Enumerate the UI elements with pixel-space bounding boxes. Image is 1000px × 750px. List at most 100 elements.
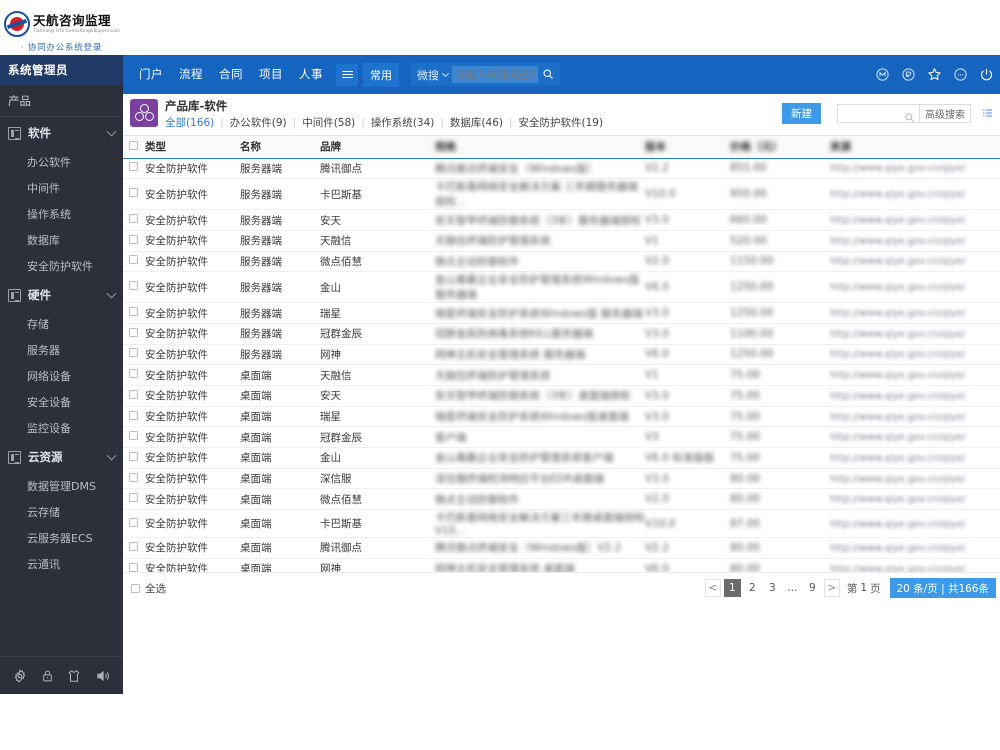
table-row[interactable]: 安全防护软件 桌面端 深信服 深信服终端检测响应平台EDR桌面端 V3.0 80.00 ht… — [123, 468, 1000, 490]
table-row[interactable]: 安全防护软件 服务器端 腾讯御点 腾讯御点终端安全（Windows版） V2.2 855.… — [123, 158, 1000, 180]
chevron-down-icon[interactable] — [106, 288, 117, 299]
sidebar-item-ecs[interactable]: 云服务器ECS — [27, 532, 93, 545]
row-checkbox[interactable] — [129, 255, 138, 265]
sidebar-item-storage[interactable]: 存储 — [27, 318, 49, 331]
sidebar-item-os[interactable]: 操作系统 — [27, 208, 71, 221]
emoji-icon[interactable] — [953, 67, 968, 82]
chevron-down-icon[interactable] — [106, 126, 117, 137]
sidebar-item-dms[interactable]: 数据管理DMS — [27, 480, 96, 493]
chevron-down-icon[interactable] — [441, 69, 450, 78]
page-button-1[interactable]: 1 — [723, 579, 741, 597]
global-search-box[interactable]: 微搜 — [411, 63, 560, 86]
table-row[interactable]: 安全防护软件 服务器端 金山 金山毒霸企业安全防护管理系统Windows版服务器端 V6… — [123, 271, 1000, 304]
row-checkbox[interactable] — [129, 389, 138, 399]
sidebar-item-network-device[interactable]: 网络设备 — [27, 370, 71, 383]
search-scope-label[interactable]: 微搜 — [417, 68, 439, 82]
oa-login-link[interactable]: · 协同办公系统登录 — [0, 41, 123, 55]
row-checkbox[interactable] — [129, 493, 138, 503]
tab-database[interactable]: 数据库(46) — [449, 117, 503, 129]
row-checkbox[interactable] — [129, 431, 138, 441]
tab-operating-system[interactable]: 操作系统(34) — [370, 117, 435, 129]
sidebar-item-middleware[interactable]: 中间件 — [27, 182, 60, 195]
sound-icon[interactable] — [95, 669, 110, 683]
row-checkbox[interactable] — [129, 281, 138, 291]
search-icon[interactable] — [904, 108, 915, 127]
column-header-spec[interactable]: 规格 — [435, 136, 645, 159]
tab-office-software[interactable]: 办公软件(9) — [229, 117, 287, 129]
next-page-button[interactable]: > — [823, 579, 840, 597]
select-all-control[interactable]: 全选 — [131, 581, 166, 596]
row-checkbox[interactable] — [129, 541, 138, 551]
row-checkbox[interactable] — [129, 162, 138, 172]
table-row[interactable]: 安全防护软件 服务器端 卡巴斯基 卡巴斯基网络安全解决方案 三年期服务器端授权... V… — [123, 178, 1000, 211]
row-checkbox[interactable] — [129, 327, 138, 337]
table-row[interactable]: 安全防护软件 桌面端 冠群金辰 客户端 V3 75.00 http://www.qiye.g… — [123, 426, 1000, 449]
topnav-item-hr[interactable]: 人事 — [299, 67, 323, 81]
table-row[interactable]: 安全防护软件 桌面端 网神 网神主机安全管理系统 桌面端 V6.0 80.00 http:/… — [123, 558, 1000, 572]
tab-security-software[interactable]: 安全防护软件(19) — [518, 117, 604, 129]
tab-middleware[interactable]: 中间件(58) — [302, 117, 356, 129]
jump-page-value[interactable]: 1 — [860, 582, 867, 594]
table-row[interactable]: 安全防护软件 服务器端 安天 安天智甲终端防御系统（3年）服务器端授权 V3.0 660.… — [123, 209, 1000, 231]
row-checkbox[interactable] — [129, 214, 138, 224]
tab-all[interactable]: 全部(166) — [165, 117, 215, 129]
brand-logo[interactable]: 天航咨询监理 Tianhang Info Consulting&Supervis… — [0, 0, 123, 48]
prev-page-button[interactable]: < — [704, 579, 721, 597]
search-icon[interactable] — [542, 65, 554, 84]
row-checkbox[interactable] — [129, 562, 138, 572]
column-header-version[interactable]: 版本 — [645, 136, 730, 159]
sidebar-group-hardware[interactable]: 硬件 — [0, 279, 123, 311]
row-checkbox[interactable] — [129, 369, 138, 379]
row-checkbox[interactable] — [129, 451, 138, 461]
column-header-price[interactable]: 价格（元） — [730, 136, 830, 159]
column-header-brand[interactable]: 品牌 — [320, 136, 435, 159]
page-button-3[interactable]: 3 — [768, 582, 776, 594]
lock-icon[interactable] — [41, 669, 54, 683]
list-view-icon[interactable] — [981, 104, 994, 123]
power-icon[interactable] — [979, 67, 994, 82]
row-checkbox[interactable] — [129, 517, 138, 527]
table-row[interactable]: 安全防护软件 服务器端 微点佰慧 微点主动防御软件 V2.0 1150.00 http://… — [123, 251, 1000, 273]
table-row[interactable]: 安全防护软件 桌面端 腾讯御点 腾讯御点终端安全（Windows版）V2.2 V2.2 8… — [123, 537, 1000, 559]
new-button[interactable]: 新建 — [782, 103, 821, 124]
topnav-item-process[interactable]: 流程 — [179, 67, 203, 81]
topnav-item-portal[interactable]: 门户 — [139, 67, 163, 81]
sidebar-item-cloud-comm[interactable]: 云通讯 — [27, 558, 60, 571]
table-row[interactable]: 安全防护软件 桌面端 安天 安天智甲终端防御系统（3年）桌面端授权 V3.0 75.00 h… — [123, 385, 1000, 407]
row-checkbox[interactable] — [129, 348, 138, 358]
page-size-total-label[interactable]: 20 条/页 | 共166条 — [889, 578, 996, 598]
topnav-item-project[interactable]: 项目 — [259, 67, 283, 81]
page-button-2[interactable]: 2 — [748, 582, 756, 594]
sidebar-item-security-software[interactable]: 安全防护软件 — [27, 260, 93, 273]
sidebar-item-office-software[interactable]: 办公软件 — [27, 156, 71, 169]
global-search-input[interactable] — [452, 66, 538, 83]
table-row[interactable]: 安全防护软件 服务器端 天融信 天融信终端防护管理系统 V1 520.00 http://w… — [123, 230, 1000, 252]
sidebar-item-server[interactable]: 服务器 — [27, 344, 60, 357]
table-row[interactable]: 安全防护软件 服务器端 冠群金辰 冠群金辰防病毒系统KILL服务器端 V3.0 1100.… — [123, 323, 1000, 345]
list-search-input[interactable] — [837, 104, 919, 123]
m-circle-icon[interactable] — [875, 67, 890, 82]
select-all-checkbox[interactable] — [131, 584, 140, 593]
table-row[interactable]: 安全防护软件 桌面端 卡巴斯基 卡巴斯基网络安全解决方案三年期桌面端授权 V10...… — [123, 509, 1000, 539]
sidebar-item-cloud-storage[interactable]: 云存储 — [27, 506, 60, 519]
star-icon[interactable] — [927, 67, 942, 82]
table-row[interactable]: 安全防护软件 桌面端 微点佰慧 微点主动防御软件 V2.0 80.00 http://www… — [123, 488, 1000, 511]
column-header-source[interactable]: 来源 — [830, 136, 1000, 159]
sidebar-item-security-device[interactable]: 安全设备 — [27, 396, 71, 409]
r-circle-icon[interactable] — [901, 67, 916, 82]
column-header-name[interactable]: 名称 — [240, 136, 320, 159]
row-checkbox[interactable] — [129, 410, 138, 420]
table-row[interactable]: 安全防护软件 服务器端 瑞星 瑞星终端安全防护系统Windows版 服务器端 V3.0 1… — [123, 302, 1000, 324]
page-jump[interactable]: 第 1 页 — [847, 581, 881, 596]
sidebar-item-database[interactable]: 数据库 — [27, 234, 60, 247]
topnav-common-button[interactable]: 常用 — [363, 62, 399, 87]
chevron-down-icon[interactable] — [106, 450, 117, 461]
table-row[interactable]: 安全防护软件 服务器端 网神 网神主机安全管理系统 服务器端 V6.0 1250.00 ht… — [123, 344, 1000, 366]
shirt-icon[interactable] — [67, 669, 81, 683]
sidebar-group-cloud[interactable]: 云资源 — [0, 441, 123, 473]
row-checkbox[interactable] — [129, 188, 138, 198]
sidebar-item-monitoring-device[interactable]: 监控设备 — [27, 422, 71, 435]
sidebar-group-software[interactable]: 软件 — [0, 117, 123, 149]
topnav-item-contract[interactable]: 合同 — [219, 67, 243, 81]
hamburger-icon[interactable] — [336, 63, 358, 86]
